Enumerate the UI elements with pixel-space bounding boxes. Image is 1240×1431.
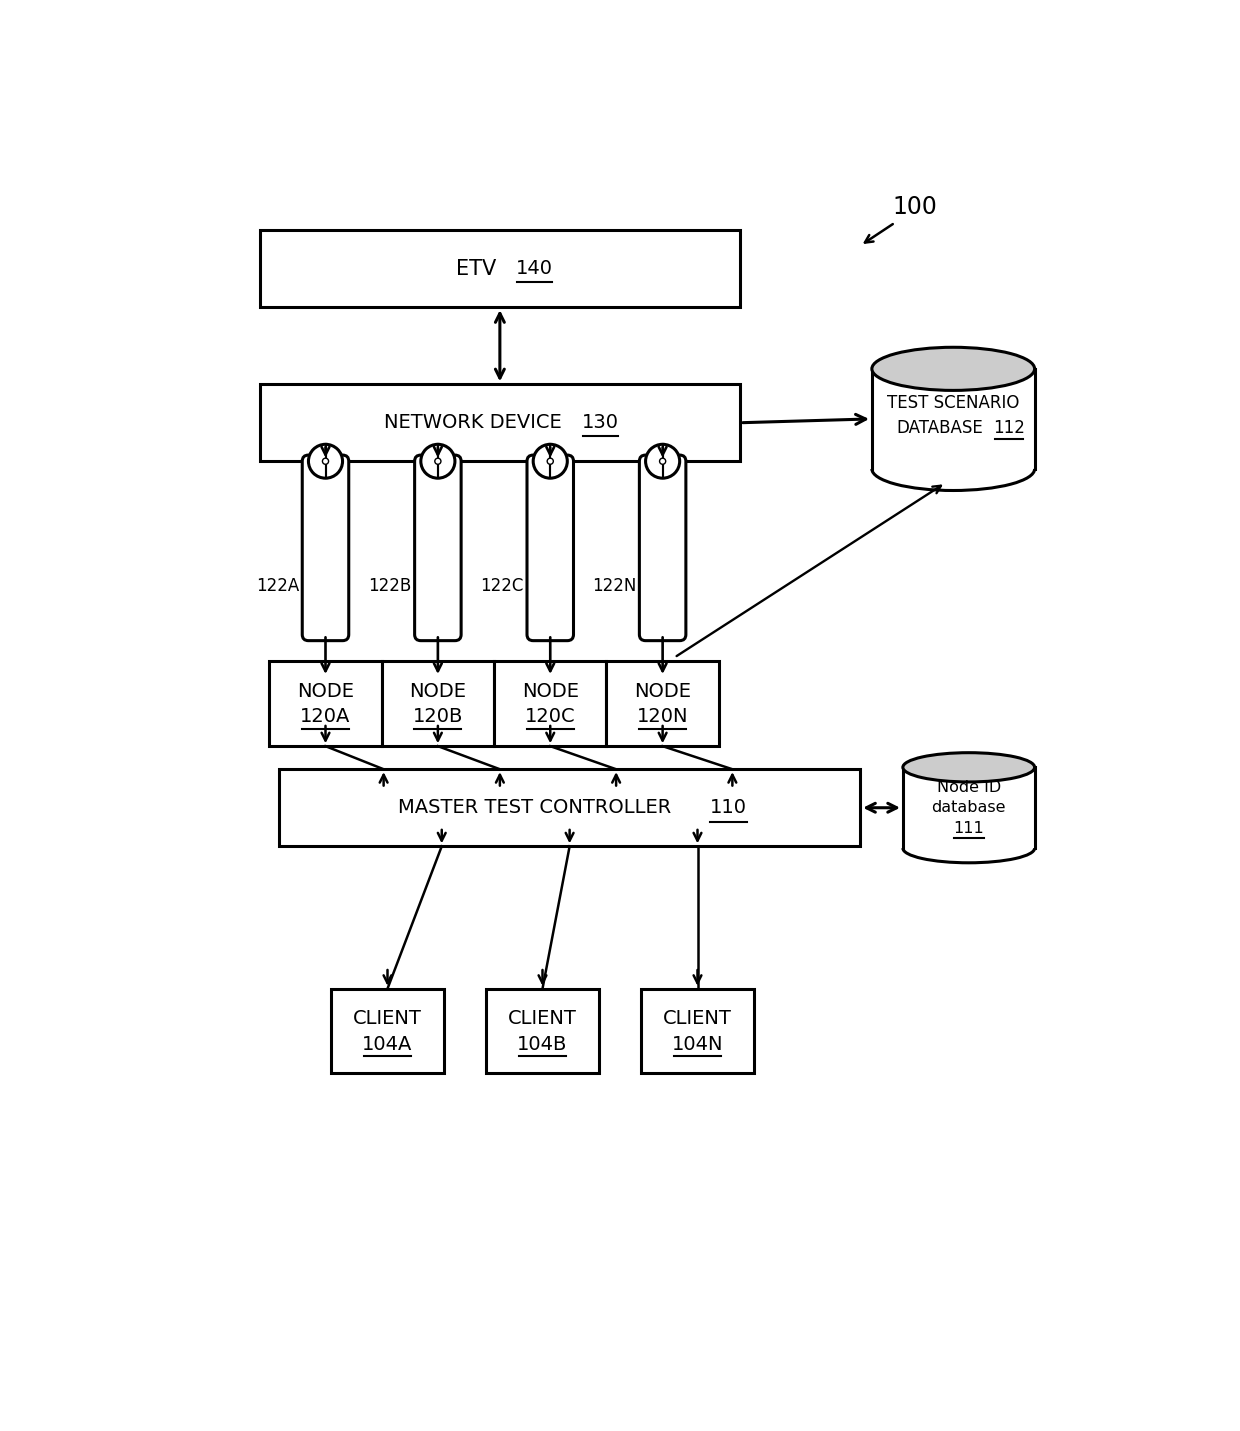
- Bar: [641, 989, 754, 1073]
- Circle shape: [309, 444, 342, 478]
- Ellipse shape: [903, 753, 1034, 781]
- Text: 100: 100: [892, 195, 937, 219]
- Text: 140: 140: [516, 259, 553, 278]
- Bar: [494, 661, 606, 746]
- Text: 104A: 104A: [362, 1035, 413, 1053]
- Text: ETV: ETV: [456, 259, 497, 279]
- Text: NODE: NODE: [409, 683, 466, 701]
- Bar: [606, 661, 719, 746]
- Circle shape: [646, 444, 680, 478]
- Text: NETWORK DEVICE: NETWORK DEVICE: [384, 414, 562, 432]
- Text: NODE: NODE: [522, 683, 579, 701]
- Text: 111: 111: [954, 821, 985, 836]
- Text: 122N: 122N: [591, 577, 636, 595]
- Text: MASTER TEST CONTROLLER: MASTER TEST CONTROLLER: [398, 798, 671, 817]
- Text: NODE: NODE: [298, 683, 353, 701]
- FancyBboxPatch shape: [527, 455, 573, 641]
- Text: 130: 130: [582, 414, 619, 432]
- Text: 122A: 122A: [255, 577, 299, 595]
- Text: 104B: 104B: [517, 1035, 568, 1053]
- Text: CLIENT: CLIENT: [508, 1009, 577, 1029]
- Circle shape: [660, 458, 666, 464]
- Text: 110: 110: [711, 798, 746, 817]
- Bar: [903, 767, 1034, 849]
- Bar: [269, 661, 382, 746]
- Text: 120N: 120N: [637, 707, 688, 727]
- FancyBboxPatch shape: [640, 455, 686, 641]
- Bar: [279, 770, 861, 846]
- Text: 122C: 122C: [481, 577, 523, 595]
- Circle shape: [533, 444, 567, 478]
- Text: 104N: 104N: [672, 1035, 723, 1053]
- FancyBboxPatch shape: [414, 455, 461, 641]
- Circle shape: [547, 458, 553, 464]
- Text: NODE: NODE: [634, 683, 691, 701]
- Bar: [486, 989, 599, 1073]
- Text: Node ID: Node ID: [936, 780, 1001, 796]
- Text: CLIENT: CLIENT: [353, 1009, 422, 1029]
- Circle shape: [435, 458, 441, 464]
- Text: 120A: 120A: [300, 707, 351, 727]
- Bar: [259, 385, 740, 461]
- Bar: [872, 369, 1034, 469]
- FancyBboxPatch shape: [303, 455, 348, 641]
- Text: TEST SCENARIO: TEST SCENARIO: [887, 395, 1019, 412]
- Text: 112: 112: [993, 419, 1025, 436]
- Text: DATABASE: DATABASE: [897, 419, 982, 436]
- Text: CLIENT: CLIENT: [663, 1009, 732, 1029]
- Circle shape: [322, 458, 329, 464]
- Ellipse shape: [872, 348, 1034, 391]
- Bar: [259, 230, 740, 308]
- Text: 120B: 120B: [413, 707, 463, 727]
- Bar: [331, 989, 444, 1073]
- Circle shape: [420, 444, 455, 478]
- Text: 122B: 122B: [368, 577, 412, 595]
- Text: 120C: 120C: [525, 707, 575, 727]
- Bar: [382, 661, 494, 746]
- Text: database: database: [931, 800, 1006, 816]
